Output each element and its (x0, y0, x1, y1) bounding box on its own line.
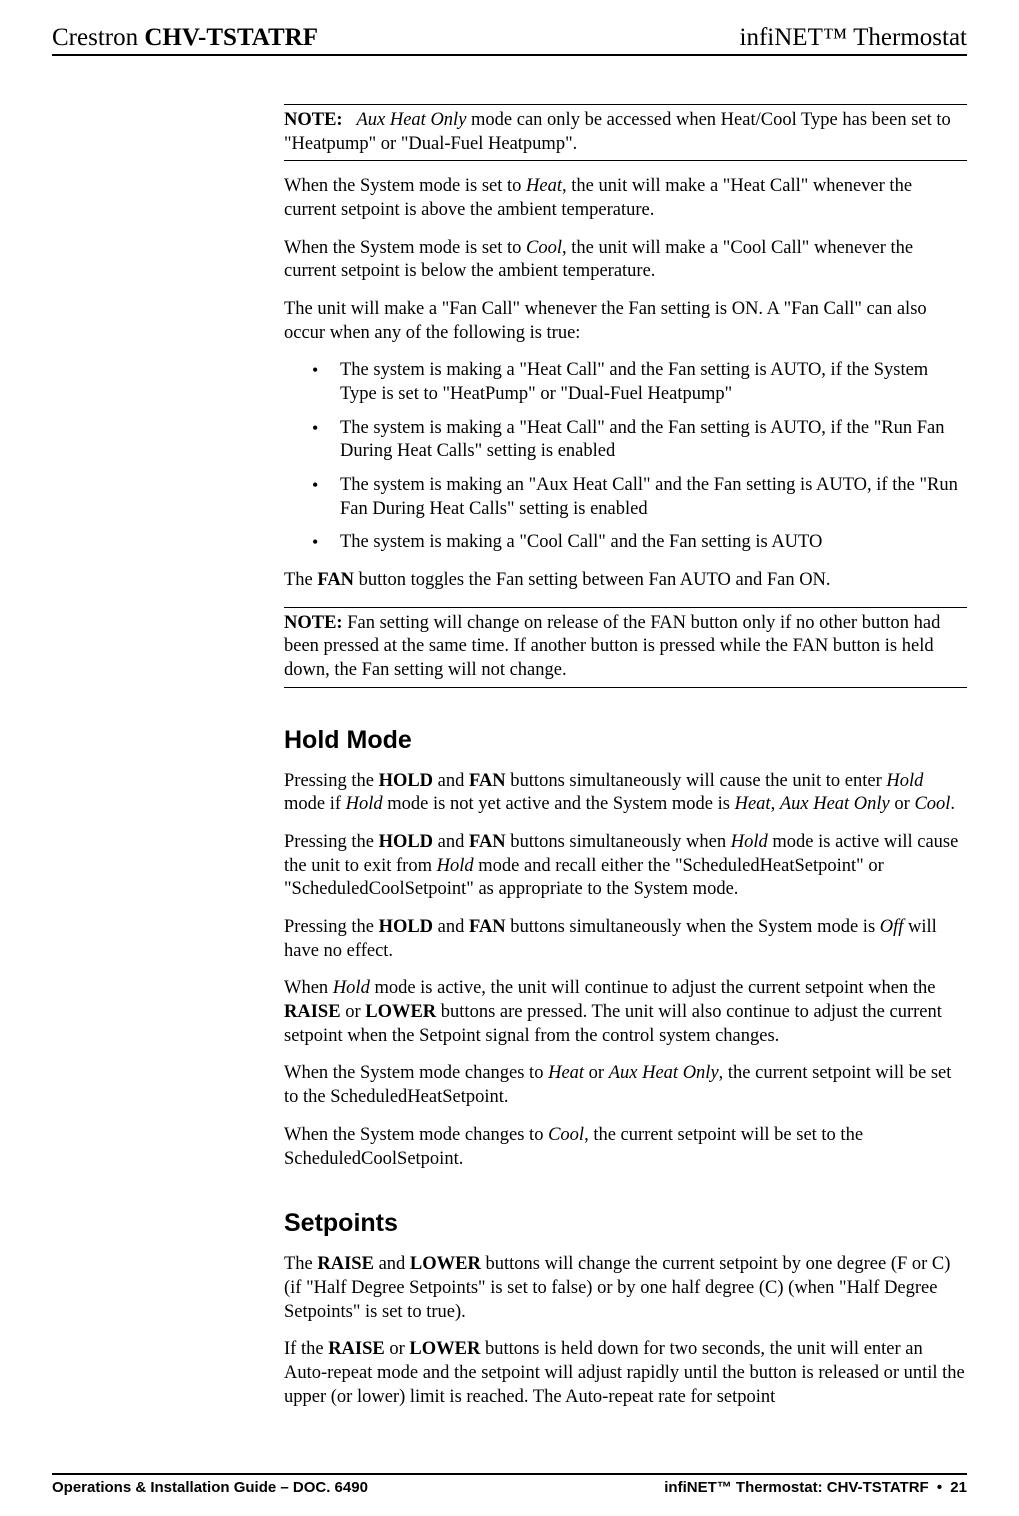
heading-setpoints: Setpoints (284, 1207, 967, 1239)
note-label: NOTE: (284, 110, 343, 130)
para-fan-button: The FAN button toggles the Fan setting b… (284, 569, 967, 593)
note-aux-heat: NOTE: Aux Heat Only mode can only be acc… (284, 105, 967, 160)
heading-hold-mode: Hold Mode (284, 724, 967, 756)
header-rule (52, 54, 967, 56)
para-heat-call: When the System mode is set to Heat, the… (284, 175, 967, 222)
hold-p5: When the System mode changes to Heat or … (284, 1062, 967, 1109)
page-header: Crestron CHV-TSTATRF infiNET™ Thermostat (52, 24, 967, 52)
footer-rule (52, 1473, 967, 1475)
fan-call-list: The system is making a "Heat Call" and t… (284, 359, 967, 555)
list-item: The system is making an "Aux Heat Call" … (284, 474, 967, 521)
para-cool-call: When the System mode is set to Cool, the… (284, 237, 967, 284)
hold-p4: When Hold mode is active, the unit will … (284, 977, 967, 1048)
note-rule-bottom (284, 160, 967, 161)
list-item: The system is making a "Cool Call" and t… (284, 531, 967, 555)
hold-p6: When the System mode changes to Cool, th… (284, 1124, 967, 1171)
para-fan-call: The unit will make a "Fan Call" whenever… (284, 298, 967, 345)
list-item: The system is making a "Heat Call" and t… (284, 359, 967, 406)
note-italic: Aux Heat Only (356, 110, 466, 130)
setpoints-p2: If the RAISE or LOWER buttons is held do… (284, 1338, 967, 1409)
note-fan-release: NOTE: Fan setting will change on release… (284, 608, 967, 687)
footer-right: infiNET™ Thermostat: CHV-TSTATRF • 21 (664, 1479, 967, 1496)
header-left-prefix: Crestron (52, 24, 144, 51)
hold-p2: Pressing the HOLD and FAN buttons simult… (284, 831, 967, 902)
header-left: Crestron CHV-TSTATRF (52, 24, 318, 52)
note2-rule-bottom (284, 687, 967, 688)
page-content: NOTE: Aux Heat Only mode can only be acc… (284, 104, 967, 1409)
note-label: NOTE: (284, 613, 343, 633)
page-footer: Operations & Installation Guide – DOC. 6… (52, 1473, 967, 1496)
list-item: The system is making a "Heat Call" and t… (284, 417, 967, 464)
header-left-model: CHV-TSTATRF (144, 24, 318, 51)
hold-p1: Pressing the HOLD and FAN buttons simult… (284, 770, 967, 817)
setpoints-p1: The RAISE and LOWER buttons will change … (284, 1253, 967, 1324)
header-right: infiNET™ Thermostat (740, 24, 967, 52)
hold-p3: Pressing the HOLD and FAN buttons simult… (284, 916, 967, 963)
footer-left: Operations & Installation Guide – DOC. 6… (52, 1479, 368, 1496)
